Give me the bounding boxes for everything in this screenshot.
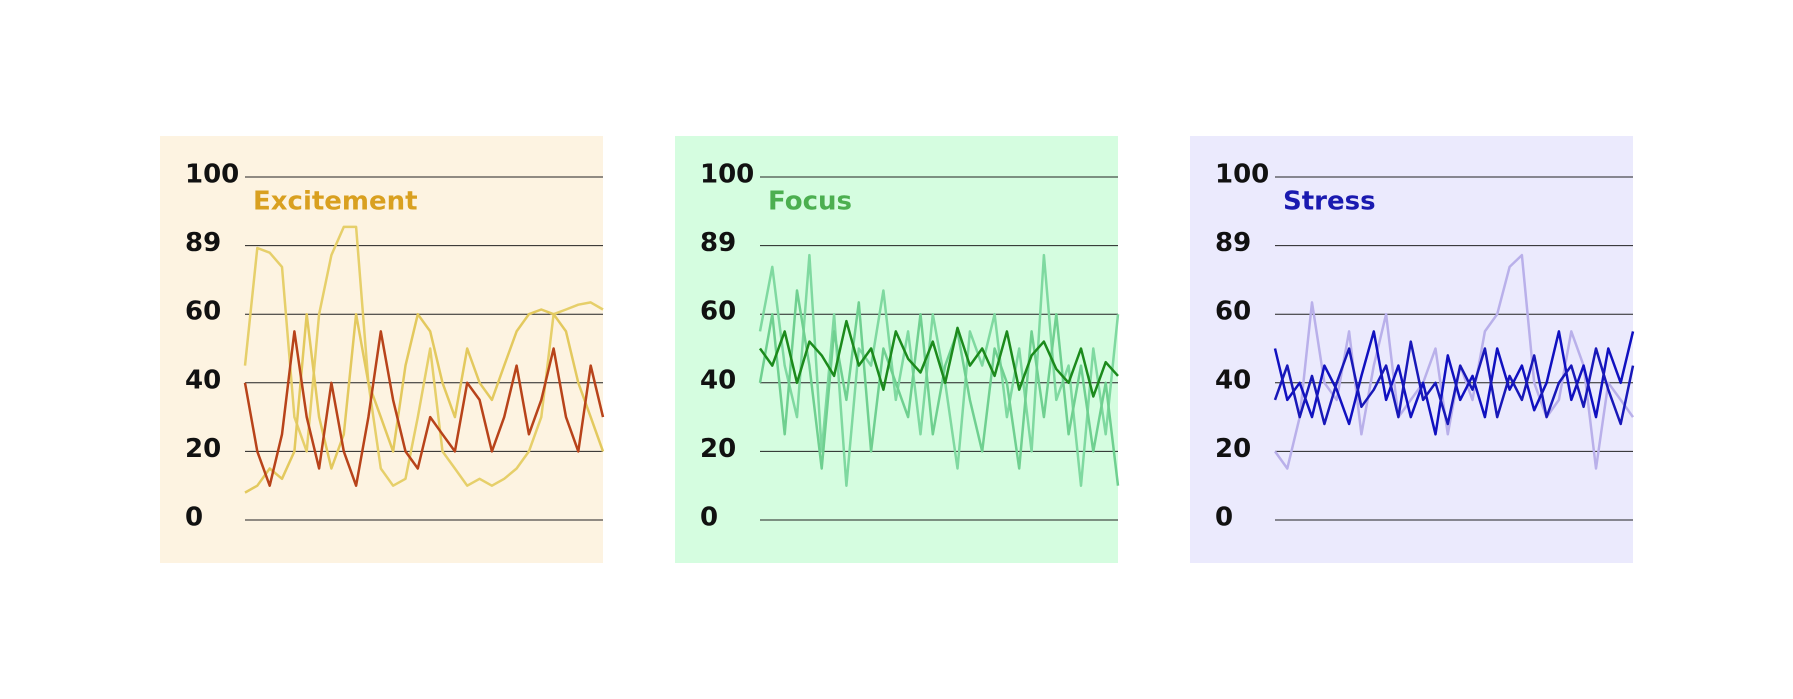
y-tick-label: 60: [700, 297, 736, 327]
chart-title: Focus: [768, 187, 852, 217]
series-line: [758, 319, 1119, 398]
chart-title: Excitement: [253, 187, 418, 217]
y-tick-label: 0: [700, 503, 718, 533]
y-tick-label: 100: [1215, 160, 1269, 190]
series-line: [243, 225, 604, 487]
y-tick-label: 0: [1215, 503, 1233, 533]
y-tick-label: 89: [700, 228, 736, 258]
y-tick-label: 100: [185, 160, 239, 190]
chart-panel: 0 20 40 60 89 100 Focus: [675, 136, 1120, 563]
y-tick-label: 40: [1215, 365, 1251, 395]
series-line: [243, 330, 605, 487]
y-tick-label: 0: [185, 503, 203, 533]
y-tick-label: 89: [185, 228, 221, 258]
y-tick-label: 40: [185, 365, 221, 395]
y-tick-label: 20: [185, 434, 221, 464]
y-tick-label: 60: [1215, 297, 1251, 327]
y-tick-label: 60: [185, 297, 221, 327]
series-line: [244, 308, 605, 494]
chart-panel: 0 20 40 60 89 100 Stress: [1190, 136, 1635, 563]
panel-background: [675, 136, 1118, 563]
chart-title: Stress: [1283, 187, 1376, 217]
y-tick-label: 89: [1215, 228, 1251, 258]
y-tick-label: 40: [700, 365, 736, 395]
panel-background: [160, 136, 603, 563]
y-tick-label: 20: [1215, 434, 1251, 464]
series-line: [1273, 340, 1635, 426]
chart-panel: 0 20 40 60 89 100 Excitement: [160, 136, 605, 563]
y-tick-label: 20: [700, 434, 736, 464]
series-line: [758, 289, 1120, 486]
y-tick-label: 100: [700, 160, 754, 190]
series-line: [758, 253, 1120, 487]
